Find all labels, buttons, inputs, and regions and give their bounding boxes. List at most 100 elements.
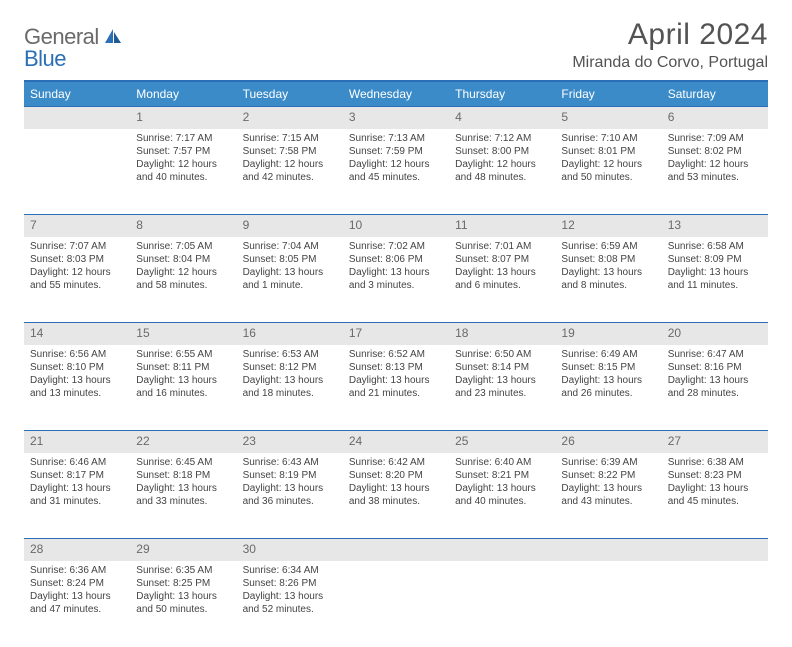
- day-number: 28: [24, 539, 130, 561]
- sunset-text: Sunset: 8:07 PM: [455, 253, 549, 266]
- day1-text: Daylight: 13 hours: [349, 374, 443, 387]
- day-cell: Sunrise: 6:36 AMSunset: 8:24 PMDaylight:…: [24, 561, 130, 647]
- day1-text: Daylight: 13 hours: [561, 482, 655, 495]
- day-number: 30: [237, 539, 343, 561]
- day-cell: [555, 561, 661, 647]
- day-cell: Sunrise: 6:52 AMSunset: 8:13 PMDaylight:…: [343, 345, 449, 431]
- day-number: 14: [24, 323, 130, 345]
- day1-text: Daylight: 12 hours: [668, 158, 762, 171]
- sunrise-text: Sunrise: 6:47 AM: [668, 348, 762, 361]
- calendar-table: Sunday Monday Tuesday Wednesday Thursday…: [24, 80, 768, 647]
- sunset-text: Sunset: 7:57 PM: [136, 145, 230, 158]
- day-cell: Sunrise: 6:55 AMSunset: 8:11 PMDaylight:…: [130, 345, 236, 431]
- sunset-text: Sunset: 8:16 PM: [668, 361, 762, 374]
- sunrise-text: Sunrise: 6:46 AM: [30, 456, 124, 469]
- day1-text: Daylight: 13 hours: [243, 266, 337, 279]
- day-number-row: 78910111213: [24, 215, 768, 237]
- sunrise-text: Sunrise: 7:04 AM: [243, 240, 337, 253]
- sunrise-text: Sunrise: 6:55 AM: [136, 348, 230, 361]
- day2-text: and 55 minutes.: [30, 279, 124, 292]
- weekday-header: Wednesday: [343, 81, 449, 107]
- day1-text: Daylight: 13 hours: [349, 266, 443, 279]
- sunset-text: Sunset: 8:08 PM: [561, 253, 655, 266]
- day2-text: and 45 minutes.: [349, 171, 443, 184]
- day-cell: [449, 561, 555, 647]
- day-number: 19: [555, 323, 661, 345]
- day-content-row: Sunrise: 6:36 AMSunset: 8:24 PMDaylight:…: [24, 561, 768, 647]
- day-number: 18: [449, 323, 555, 345]
- day-cell: Sunrise: 6:59 AMSunset: 8:08 PMDaylight:…: [555, 237, 661, 323]
- sunrise-text: Sunrise: 6:53 AM: [243, 348, 337, 361]
- day1-text: Daylight: 13 hours: [455, 266, 549, 279]
- day-number: [662, 539, 768, 561]
- day2-text: and 26 minutes.: [561, 387, 655, 400]
- sunrise-text: Sunrise: 6:50 AM: [455, 348, 549, 361]
- day2-text: and 8 minutes.: [561, 279, 655, 292]
- day-number: 22: [130, 431, 236, 453]
- day-content-row: Sunrise: 7:07 AMSunset: 8:03 PMDaylight:…: [24, 237, 768, 323]
- sunset-text: Sunset: 8:10 PM: [30, 361, 124, 374]
- sunset-text: Sunset: 8:06 PM: [349, 253, 443, 266]
- day1-text: Daylight: 13 hours: [30, 482, 124, 495]
- month-title: April 2024: [572, 18, 768, 52]
- sunset-text: Sunset: 8:01 PM: [561, 145, 655, 158]
- sunset-text: Sunset: 8:21 PM: [455, 469, 549, 482]
- day2-text: and 58 minutes.: [136, 279, 230, 292]
- day-cell: Sunrise: 6:35 AMSunset: 8:25 PMDaylight:…: [130, 561, 236, 647]
- day-cell: Sunrise: 6:45 AMSunset: 8:18 PMDaylight:…: [130, 453, 236, 539]
- day-cell: Sunrise: 7:07 AMSunset: 8:03 PMDaylight:…: [24, 237, 130, 323]
- day-cell: [343, 561, 449, 647]
- sunrise-text: Sunrise: 6:34 AM: [243, 564, 337, 577]
- day2-text: and 6 minutes.: [455, 279, 549, 292]
- day-cell: Sunrise: 6:39 AMSunset: 8:22 PMDaylight:…: [555, 453, 661, 539]
- logo-text-blue-wrap: Blue: [24, 46, 66, 72]
- day-cell: Sunrise: 6:47 AMSunset: 8:16 PMDaylight:…: [662, 345, 768, 431]
- day1-text: Daylight: 13 hours: [136, 482, 230, 495]
- day-cell: Sunrise: 6:56 AMSunset: 8:10 PMDaylight:…: [24, 345, 130, 431]
- sunrise-text: Sunrise: 7:05 AM: [136, 240, 230, 253]
- day-cell: Sunrise: 7:12 AMSunset: 8:00 PMDaylight:…: [449, 129, 555, 215]
- day-number: [343, 539, 449, 561]
- weekday-header: Thursday: [449, 81, 555, 107]
- day-number-row: 123456: [24, 107, 768, 129]
- sunrise-text: Sunrise: 6:43 AM: [243, 456, 337, 469]
- weekday-header-row: Sunday Monday Tuesday Wednesday Thursday…: [24, 81, 768, 107]
- sunrise-text: Sunrise: 6:52 AM: [349, 348, 443, 361]
- day1-text: Daylight: 13 hours: [668, 374, 762, 387]
- sunset-text: Sunset: 8:04 PM: [136, 253, 230, 266]
- day-number: 24: [343, 431, 449, 453]
- day-content-row: Sunrise: 7:17 AMSunset: 7:57 PMDaylight:…: [24, 129, 768, 215]
- sunrise-text: Sunrise: 6:49 AM: [561, 348, 655, 361]
- day-cell: Sunrise: 6:53 AMSunset: 8:12 PMDaylight:…: [237, 345, 343, 431]
- day2-text: and 40 minutes.: [455, 495, 549, 508]
- day-number: 20: [662, 323, 768, 345]
- day-cell: Sunrise: 6:49 AMSunset: 8:15 PMDaylight:…: [555, 345, 661, 431]
- sunrise-text: Sunrise: 7:01 AM: [455, 240, 549, 253]
- day2-text: and 48 minutes.: [455, 171, 549, 184]
- sunrise-text: Sunrise: 6:40 AM: [455, 456, 549, 469]
- day-cell: Sunrise: 7:04 AMSunset: 8:05 PMDaylight:…: [237, 237, 343, 323]
- sunrise-text: Sunrise: 6:38 AM: [668, 456, 762, 469]
- title-block: April 2024 Miranda do Corvo, Portugal: [572, 18, 768, 72]
- sunset-text: Sunset: 8:26 PM: [243, 577, 337, 590]
- day2-text: and 21 minutes.: [349, 387, 443, 400]
- day-number: 4: [449, 107, 555, 129]
- day2-text: and 43 minutes.: [561, 495, 655, 508]
- sunrise-text: Sunrise: 7:02 AM: [349, 240, 443, 253]
- day-cell: Sunrise: 6:58 AMSunset: 8:09 PMDaylight:…: [662, 237, 768, 323]
- day1-text: Daylight: 12 hours: [243, 158, 337, 171]
- day1-text: Daylight: 13 hours: [668, 482, 762, 495]
- day-number: [24, 107, 130, 129]
- sunset-text: Sunset: 7:59 PM: [349, 145, 443, 158]
- sunrise-text: Sunrise: 6:42 AM: [349, 456, 443, 469]
- day1-text: Daylight: 13 hours: [668, 266, 762, 279]
- day2-text: and 42 minutes.: [243, 171, 337, 184]
- day-number: 25: [449, 431, 555, 453]
- day-cell: Sunrise: 7:17 AMSunset: 7:57 PMDaylight:…: [130, 129, 236, 215]
- sunset-text: Sunset: 8:12 PM: [243, 361, 337, 374]
- day1-text: Daylight: 13 hours: [136, 374, 230, 387]
- day-number: 15: [130, 323, 236, 345]
- day-number: [449, 539, 555, 561]
- day-cell: Sunrise: 7:13 AMSunset: 7:59 PMDaylight:…: [343, 129, 449, 215]
- day-number: 7: [24, 215, 130, 237]
